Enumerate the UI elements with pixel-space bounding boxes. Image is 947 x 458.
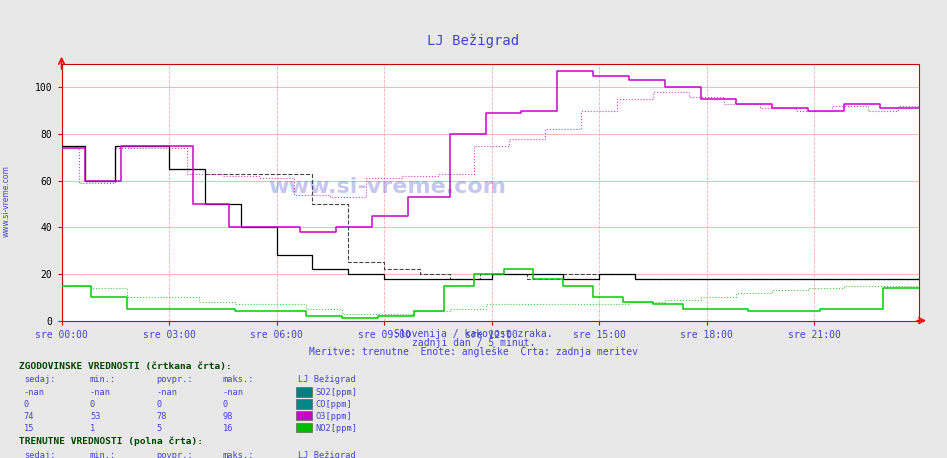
Text: 0: 0	[223, 400, 228, 409]
Text: -nan: -nan	[156, 388, 177, 397]
Text: min.:: min.:	[90, 451, 116, 458]
Text: LJ Bežigrad: LJ Bežigrad	[298, 451, 356, 458]
Text: 98: 98	[223, 412, 233, 421]
Text: SO2[ppm]: SO2[ppm]	[315, 388, 357, 397]
Text: Meritve: trenutne  Enote: angleške  Črta: zadnja meritev: Meritve: trenutne Enote: angleške Črta: …	[309, 345, 638, 357]
Text: zadnji dan / 5 minut.: zadnji dan / 5 minut.	[412, 338, 535, 348]
Text: 5: 5	[156, 424, 162, 433]
Text: LJ Bežigrad: LJ Bežigrad	[298, 376, 356, 384]
Text: O3[ppm]: O3[ppm]	[315, 412, 352, 421]
Text: 53: 53	[90, 412, 100, 421]
Text: min.:: min.:	[90, 376, 116, 384]
Text: 1: 1	[90, 424, 96, 433]
Text: 15: 15	[24, 424, 34, 433]
Text: maks.:: maks.:	[223, 376, 254, 384]
Text: povpr.:: povpr.:	[156, 376, 193, 384]
Text: LJ Bežigrad: LJ Bežigrad	[427, 33, 520, 48]
Text: 0: 0	[90, 400, 96, 409]
Text: 16: 16	[223, 424, 233, 433]
Text: 0: 0	[156, 400, 162, 409]
Text: Slovenija / kakovost zraka.: Slovenija / kakovost zraka.	[394, 329, 553, 338]
Text: sedaj:: sedaj:	[24, 376, 55, 384]
Text: CO[ppm]: CO[ppm]	[315, 400, 352, 409]
Text: 78: 78	[156, 412, 167, 421]
Text: 0: 0	[24, 400, 29, 409]
Text: ZGODOVINSKE VREDNOSTI (črtkana črta):: ZGODOVINSKE VREDNOSTI (črtkana črta):	[19, 362, 232, 371]
Text: sedaj:: sedaj:	[24, 451, 55, 458]
Text: maks.:: maks.:	[223, 451, 254, 458]
Text: povpr.:: povpr.:	[156, 451, 193, 458]
Text: www.si-vreme.com: www.si-vreme.com	[2, 166, 11, 237]
Text: NO2[ppm]: NO2[ppm]	[315, 424, 357, 433]
Text: TRENUTNE VREDNOSTI (polna črta):: TRENUTNE VREDNOSTI (polna črta):	[19, 437, 203, 446]
Text: -nan: -nan	[90, 388, 111, 397]
Text: www.si-vreme.com: www.si-vreme.com	[268, 177, 507, 197]
Text: -nan: -nan	[223, 388, 243, 397]
Text: 74: 74	[24, 412, 34, 421]
Text: -nan: -nan	[24, 388, 45, 397]
